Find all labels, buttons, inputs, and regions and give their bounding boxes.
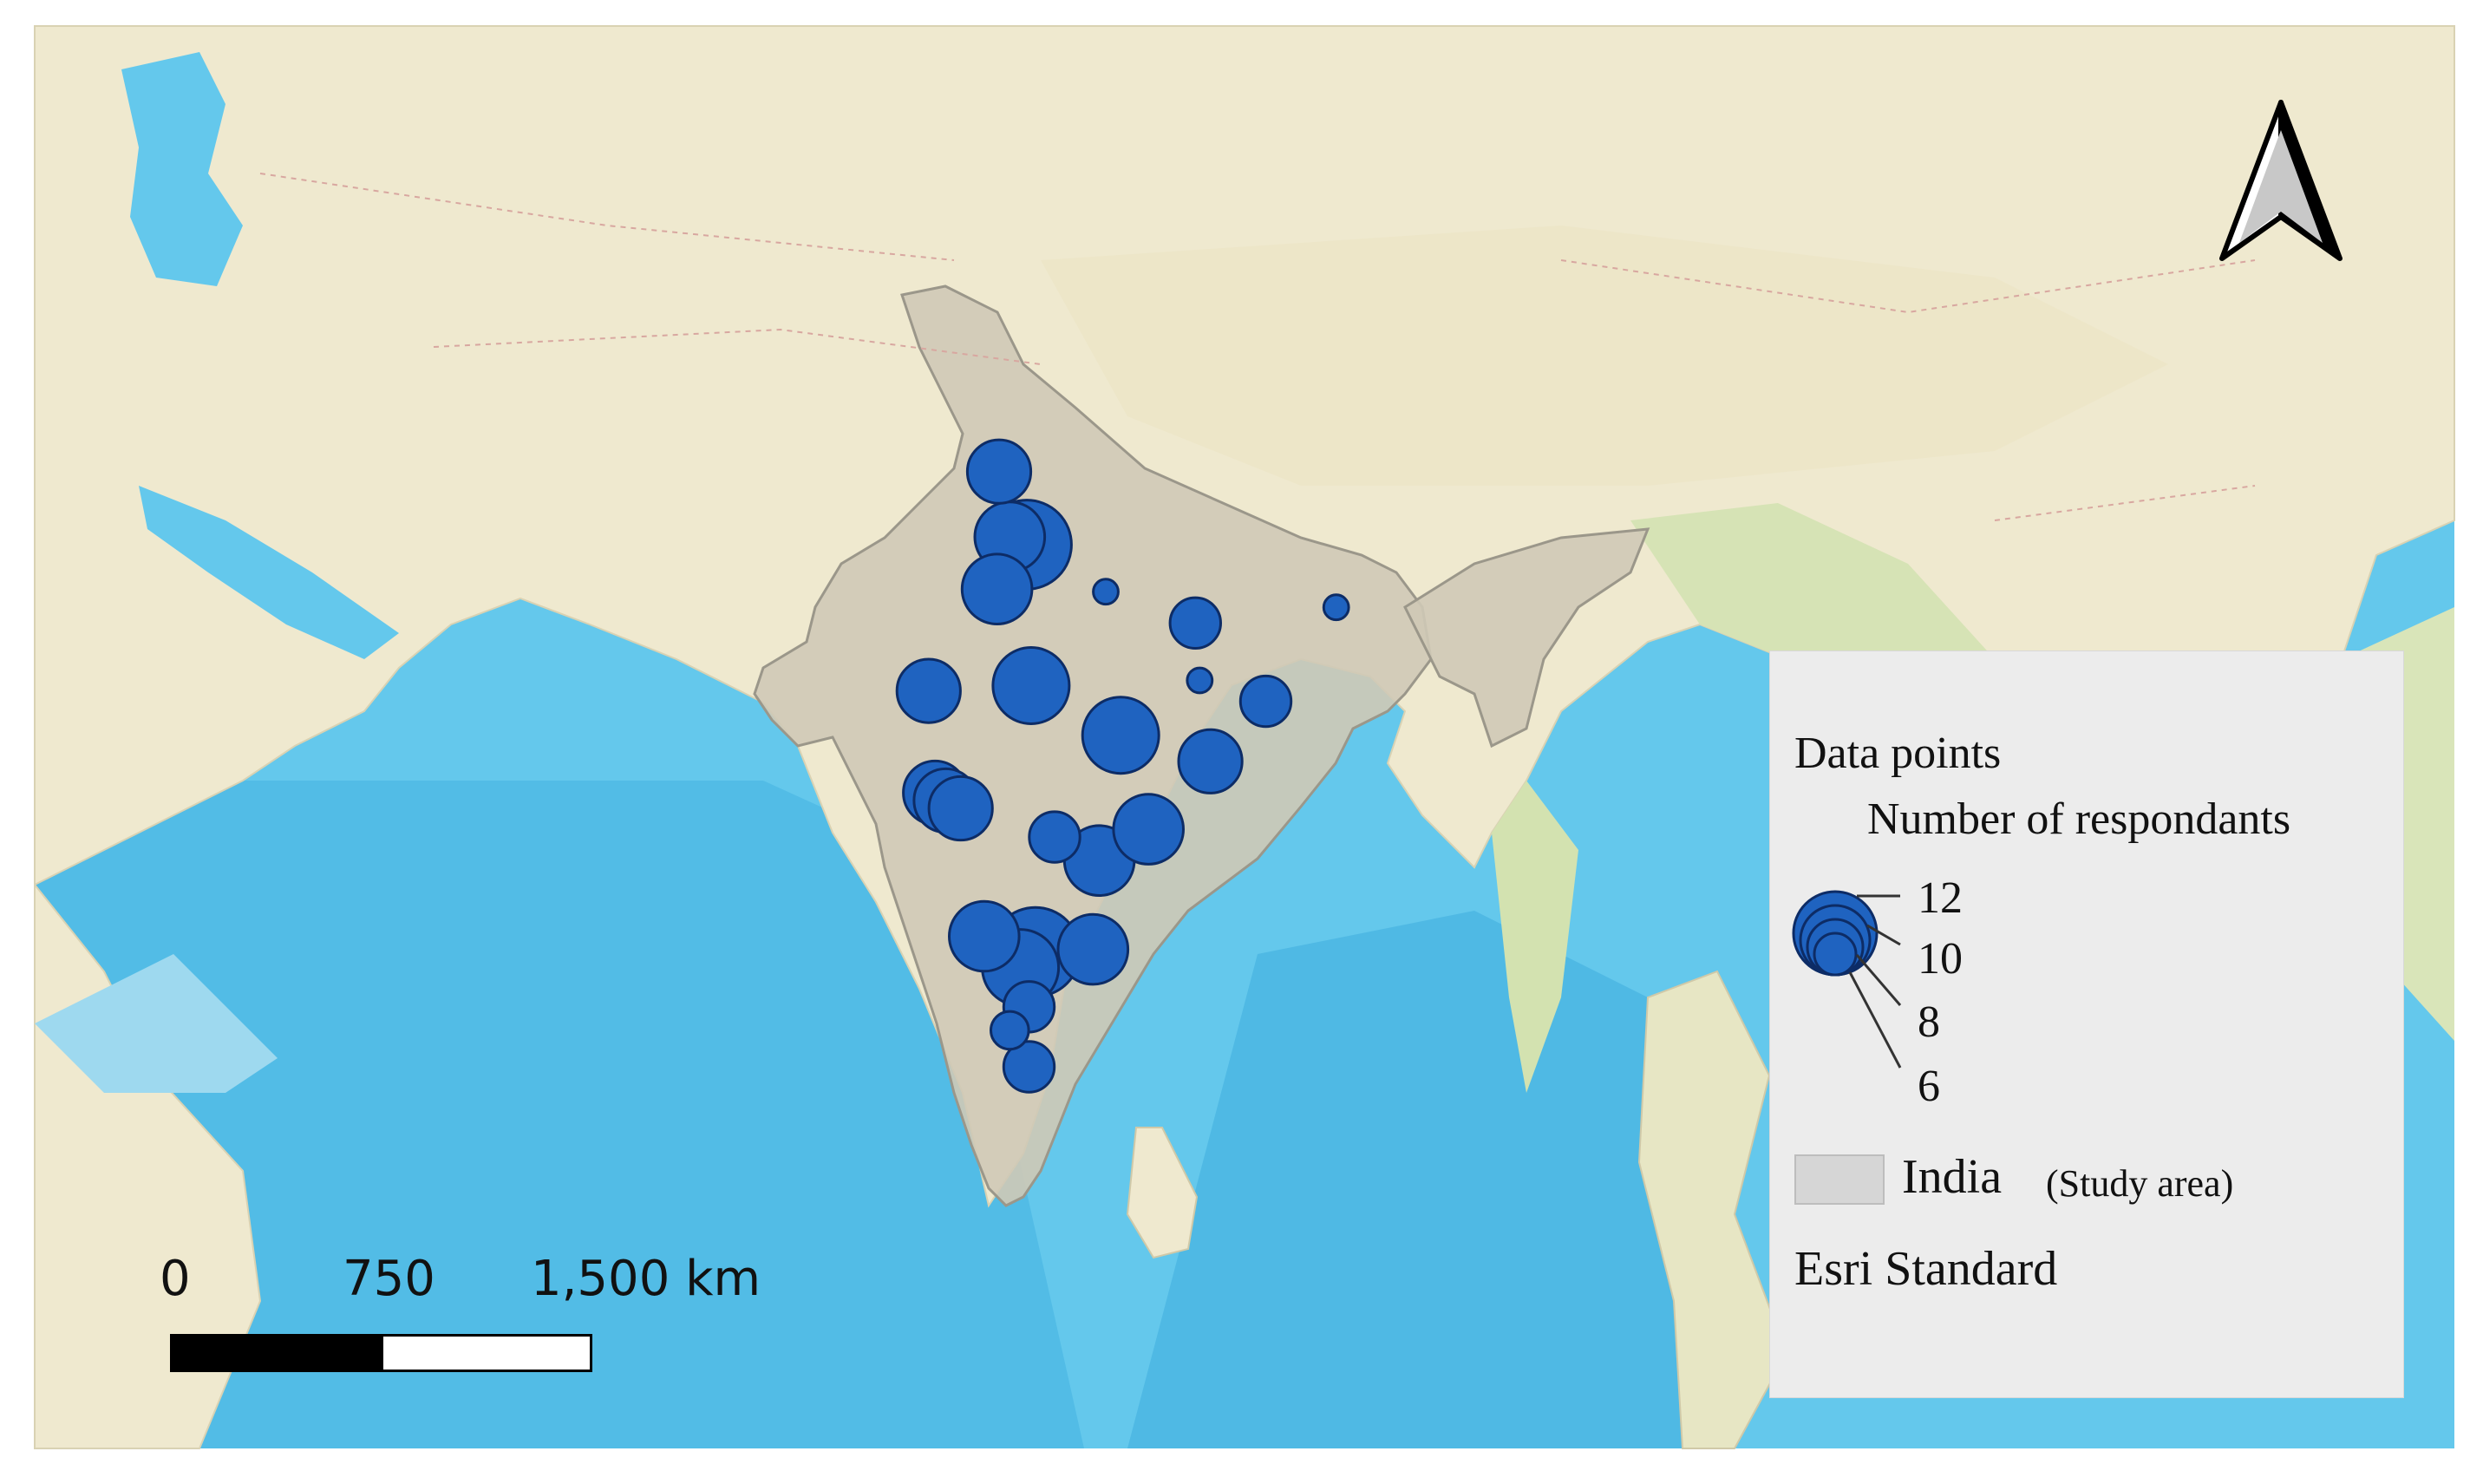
arabian-sea xyxy=(35,781,1084,1448)
data-point[interactable] xyxy=(965,438,1033,505)
data-point[interactable] xyxy=(1168,596,1223,650)
malay-peninsula xyxy=(1637,970,1788,1449)
data-point[interactable] xyxy=(991,646,1071,725)
data-point[interactable] xyxy=(990,1010,1030,1051)
data-point[interactable] xyxy=(1002,1040,1056,1094)
basemap-label: Esri Standard xyxy=(1794,1242,2058,1296)
scale-segment-white xyxy=(381,1334,592,1372)
legend: Data points Number of respondants 12 10 … xyxy=(1769,650,2404,1398)
legend-symbol-6 xyxy=(1813,932,1858,977)
gulf-of-aden xyxy=(35,954,278,1093)
tibetan-plateau xyxy=(1041,226,2168,486)
scale-label-1500: 1,500 km xyxy=(531,1251,761,1307)
legend-size-symbols xyxy=(1792,890,1902,1069)
data-points-layer xyxy=(895,438,1350,1094)
legend-size-field-title: Number of respondants xyxy=(1867,794,2291,844)
legend-class-6: 6 xyxy=(1918,1062,1940,1111)
india-northeast[interactable] xyxy=(1403,527,1650,749)
scale-label-0: 0 xyxy=(160,1251,191,1307)
road-lines xyxy=(259,173,2256,521)
caspian-sea xyxy=(121,52,243,286)
legend-leader-6 xyxy=(1848,971,1902,1069)
data-point[interactable] xyxy=(1186,666,1214,695)
data-point[interactable] xyxy=(1177,728,1244,794)
legend-class-8: 8 xyxy=(1918,997,1940,1047)
legend-class-10: 10 xyxy=(1918,934,1963,984)
study-area-note: (Study area) xyxy=(2046,1162,2234,1205)
legend-class-12: 12 xyxy=(1918,873,1963,923)
legend-title: Data points xyxy=(1794,729,2002,778)
data-point[interactable] xyxy=(960,552,1034,626)
bay-of-bengal xyxy=(1127,911,1700,1448)
data-point[interactable] xyxy=(1056,912,1130,986)
persian-gulf xyxy=(139,486,399,659)
vegetation-myanmar xyxy=(1492,781,1578,1093)
study-area-label: India xyxy=(1902,1150,2003,1204)
legend-leader-10 xyxy=(1866,924,1901,946)
scale-segment-black xyxy=(170,1334,383,1372)
north-arrow-icon xyxy=(2219,100,2343,261)
data-point[interactable] xyxy=(927,775,994,842)
data-point[interactable] xyxy=(1112,793,1185,866)
study-area-swatch xyxy=(1794,1154,1885,1205)
scale-label-750: 750 xyxy=(343,1251,435,1307)
data-point[interactable] xyxy=(948,899,1021,973)
data-point[interactable] xyxy=(1028,810,1081,864)
data-point[interactable] xyxy=(1322,593,1350,622)
data-point[interactable] xyxy=(1081,696,1160,775)
legend-leader-8 xyxy=(1855,954,1902,1006)
sri-lanka xyxy=(1126,1127,1199,1259)
data-point[interactable] xyxy=(895,657,962,724)
vegetation-east xyxy=(1630,503,1995,694)
data-point[interactable] xyxy=(1238,674,1293,729)
data-point[interactable] xyxy=(1092,578,1120,606)
